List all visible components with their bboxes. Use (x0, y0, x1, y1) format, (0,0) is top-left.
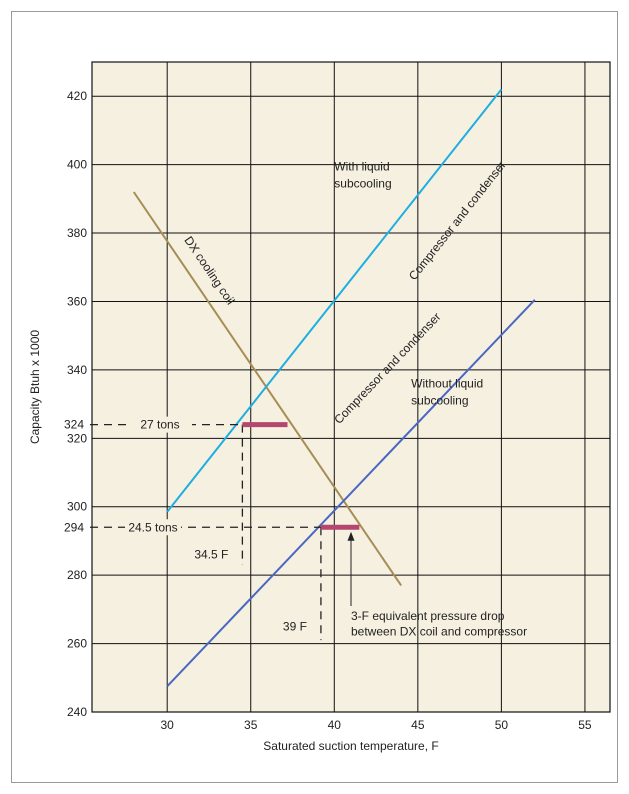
series-lines (132, 88, 536, 688)
op2-temperature-label: 39 F (283, 619, 307, 633)
x-tick-label: 40 (328, 718, 342, 732)
without-subcooling-label-line-1: Without liquid (411, 377, 483, 391)
x-axis-label: Saturated suction temperature, F (263, 739, 438, 753)
x-tick-label: 55 (578, 718, 592, 732)
x-tick-label: 45 (411, 718, 425, 732)
with-subcooling-line (166, 88, 503, 513)
plot-border (91, 61, 611, 713)
with-subcooling-label-line-2: subcooling (334, 177, 391, 191)
op1-tons-label: 27 tons (140, 418, 179, 432)
with-subcooling-label-line-1: With liquid (334, 160, 389, 174)
op2-capacity-label: 294 (64, 520, 84, 534)
y-tick-label: 340 (67, 363, 87, 377)
y-tick-label: 240 (67, 705, 87, 719)
y-axis-label: Capacity Btuh x 1000 (28, 330, 42, 444)
dx-cooling-coil-line (132, 191, 402, 586)
x-tick-labels: 30 35 40 45 50 55 (161, 718, 592, 732)
op1-capacity-label: 324 (64, 418, 84, 432)
x-tick-label: 35 (244, 718, 258, 732)
op1-tons-bg (128, 416, 192, 433)
operating-point-guides (90, 416, 360, 641)
y-tick-label: 360 (67, 294, 87, 308)
y-tick-label: 380 (67, 226, 87, 240)
annotation-line-1: 3-F equivalent pressure drop (351, 609, 505, 623)
y-tick-label: 320 (67, 431, 87, 445)
y-tick-labels: 240 260 280 300 320 340 360 380 400 420 (67, 89, 87, 719)
x-tick-label: 50 (495, 718, 509, 732)
y-tick-label: 280 (67, 568, 87, 582)
op2-tons-label: 24.5 tons (128, 520, 177, 534)
op1-temperature-label: 34.5 F (194, 548, 228, 562)
y-tick-label: 260 (67, 637, 87, 651)
annotation-arrow-head (347, 531, 355, 541)
without-subcooling-line (166, 299, 536, 688)
y-tick-label: 420 (67, 89, 87, 103)
op2-tons-bg (125, 519, 181, 536)
annotation-line-2: between DX coil and compressor (351, 625, 527, 639)
y-tick-label: 400 (67, 158, 87, 172)
without-subcooling-label-line-2: subcooling (411, 394, 468, 408)
y-tick-label: 300 (67, 500, 87, 514)
x-tick-label: 30 (161, 718, 175, 732)
